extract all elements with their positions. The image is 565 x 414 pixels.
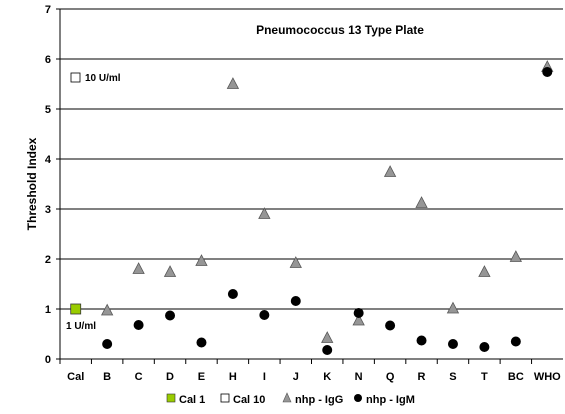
annotation-1-uml: 1 U/ml — [66, 321, 96, 332]
data-point-nhp-igg — [321, 331, 334, 343]
legend-marker-cal-1 — [166, 393, 176, 403]
grid — [60, 8, 563, 310]
x-tick-label: R — [418, 371, 426, 383]
annotation-10-uml-marker — [70, 72, 81, 83]
data-point-nhp-igm — [385, 320, 396, 331]
data-point-nhp-igg — [478, 265, 491, 277]
data-point-nhp-igm — [479, 342, 490, 352]
data-point-nhp-igg — [383, 165, 397, 177]
data-point-nhp-igm — [133, 320, 144, 330]
data-point-nhp-igg — [163, 265, 177, 277]
x-tick-label: D — [166, 371, 174, 383]
data-point-nhp-igm — [227, 289, 238, 299]
x-tick-label: WHO — [534, 371, 561, 383]
annotation-10-uml: 10 U/ml — [85, 73, 121, 84]
legend: Cal 1 Cal 10 nhp - IgG nhp - IgM — [166, 392, 415, 406]
data-point-nhp-igm — [259, 310, 270, 320]
x-tick-label: J — [293, 371, 299, 383]
x-tick-label: Q — [386, 371, 395, 383]
x-tick-label: C — [135, 371, 143, 383]
data-point-nhp-igg — [100, 303, 114, 316]
y-tick-label: 4 — [45, 154, 52, 166]
data-marks — [70, 60, 554, 355]
y-tick-label: 0 — [45, 354, 51, 366]
data-point-nhp-igg — [352, 313, 365, 326]
legend-label-cal-1: Cal 1 — [179, 394, 205, 406]
chart-title: Pneumococcus 13 Type Plate — [256, 23, 424, 37]
data-point-nhp-igg — [509, 250, 523, 262]
y-tick-label: 1 — [45, 304, 51, 316]
legend-label-nhp-igm: nhp - IgM — [366, 394, 415, 406]
data-point-nhp-igm — [542, 67, 553, 77]
data-point-nhp-igm — [165, 310, 176, 321]
annotations: 1 U/ml 10 U/ml — [66, 72, 121, 332]
legend-marker-nhp-igm — [354, 394, 362, 402]
data-point-nhp-igg — [226, 77, 240, 89]
data-point-nhp-igm — [510, 336, 521, 347]
data-point-nhp-igg — [258, 207, 271, 219]
x-tick-label: B — [103, 371, 111, 383]
axes — [56, 8, 563, 364]
data-point-nhp-igm — [196, 337, 207, 348]
x-tick-label: E — [198, 371, 205, 383]
legend-label-nhp-igg: nhp - IgG — [295, 394, 343, 406]
data-point-nhp-igg — [446, 301, 460, 314]
data-point-cal-1 — [70, 303, 82, 315]
y-tick-label: 6 — [45, 54, 51, 66]
x-tick-labels: Cal B C D E H I J K N Q R S T BC WHO — [67, 371, 561, 383]
x-tick-label: H — [229, 371, 237, 383]
y-axis-title: Threshold Index — [25, 137, 39, 230]
data-point-nhp-igm — [416, 335, 427, 346]
y-tick-label: 3 — [45, 204, 51, 216]
data-point-nhp-igg — [415, 196, 428, 208]
x-tick-label: I — [263, 371, 266, 383]
x-tick-label: K — [323, 371, 331, 383]
data-point-nhp-igg — [195, 254, 208, 266]
x-tick-label: BC — [508, 371, 524, 383]
data-point-nhp-igm — [353, 308, 364, 318]
legend-marker-nhp-igg — [282, 392, 292, 403]
legend-marker-cal-10 — [220, 393, 230, 403]
legend-label-cal-10: Cal 10 — [233, 394, 265, 406]
x-tick-label: Cal — [67, 371, 84, 383]
x-tick-label: S — [449, 371, 456, 383]
data-point-nhp-igm — [290, 296, 301, 306]
y-tick-label: 2 — [45, 254, 51, 266]
data-point-nhp-igm — [322, 345, 333, 355]
data-point-nhp-igm — [102, 339, 113, 349]
y-tick-labels: 0 1 2 3 4 5 6 7 — [45, 4, 52, 366]
x-tick-label: N — [355, 371, 363, 383]
data-point-nhp-igg — [289, 256, 302, 268]
y-tick-label: 5 — [45, 104, 51, 116]
x-tick-label: T — [481, 371, 488, 383]
data-point-nhp-igm — [447, 339, 458, 349]
y-tick-label: 7 — [45, 4, 51, 16]
data-point-nhp-igg — [132, 262, 145, 274]
